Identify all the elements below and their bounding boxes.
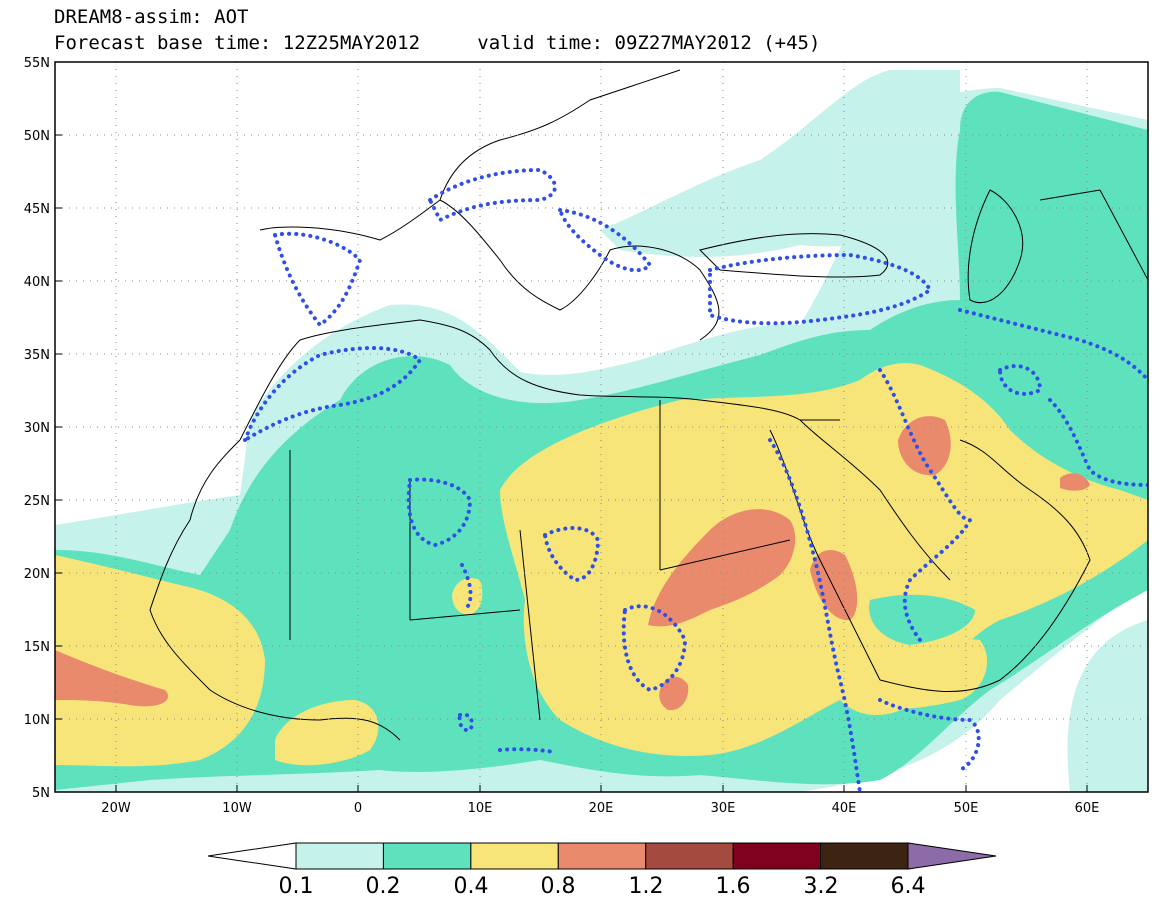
lat-label: 45N — [24, 202, 50, 217]
lon-label: 20E — [589, 801, 614, 816]
lat-label: 40N — [24, 275, 50, 290]
lat-label: 55N — [24, 56, 50, 71]
coastline-north-africa — [239, 319, 801, 441]
lon-label: 30E — [711, 801, 736, 816]
aot-band-0.4-horn — [869, 594, 975, 645]
colorbar-box — [295, 842, 384, 870]
aot-band-0.1-north — [600, 70, 960, 257]
lat-label: 5N — [32, 786, 50, 801]
assim-contour-iberia — [272, 231, 363, 328]
assim-contour-sahel — [457, 712, 557, 754]
colorbar-over-triangle — [907, 842, 997, 870]
assim-contour-turkey — [708, 252, 933, 326]
forecast-base-time: Forecast base time: 12Z25MAY2012 — [54, 32, 421, 54]
aot-field — [55, 70, 1148, 792]
colorbar-under-triangle — [207, 842, 297, 870]
assim-contour-chad — [621, 604, 688, 693]
aot-band-0.8-sudan — [648, 509, 796, 627]
lat-label: 30N — [24, 421, 50, 436]
assim-contour-algeria — [406, 477, 473, 548]
colorbar-label: 0.4 — [454, 874, 489, 899]
lat-label: 20N — [24, 567, 50, 582]
assim-contour-horn — [878, 698, 981, 772]
coastline-black-sea — [699, 233, 889, 278]
colorbar-label: 0.1 — [279, 874, 314, 899]
colorbar-box — [382, 842, 472, 870]
assim-contour-gulf — [1048, 398, 1148, 487]
longitude-labels: 20W 10W 0 10E 20E 30E 40E 50E 60E — [101, 801, 1099, 816]
colorbar-box — [645, 842, 734, 870]
latitude-labels: 55N 50N 45N 40N 35N 30N 25N 20N 15N 10N … — [24, 56, 50, 801]
border-lines — [289, 189, 1148, 721]
lat-label: 25N — [24, 494, 50, 509]
lon-label: 10W — [222, 801, 252, 816]
lat-label: 50N — [24, 129, 50, 144]
aot-band-0.8-west — [55, 650, 169, 707]
assim-contour-nile — [768, 438, 862, 792]
assim-contour-iran — [958, 308, 1148, 396]
lon-label: 0 — [354, 801, 362, 816]
colorbar-label: 0.8 — [541, 874, 576, 899]
aot-band-0.8-gulf — [1060, 473, 1090, 491]
lat-label: 10N — [24, 713, 50, 728]
aot-band-0.4-niger — [452, 578, 483, 615]
forecast-time-line: Forecast base time: 12Z25MAY2012 valid t… — [54, 32, 820, 54]
lon-label: 20W — [101, 801, 131, 816]
assim-contour-niger — [460, 563, 473, 612]
assim-contour-morocco — [241, 346, 423, 445]
assim-contour-balkans — [557, 207, 653, 273]
coastline-west-africa — [149, 439, 401, 741]
aot-band-0.8-iraq — [898, 416, 951, 476]
colorbar-boxes — [295, 842, 909, 870]
aot-band-0.4-sahel — [275, 700, 379, 766]
assim-contour-libya — [542, 526, 601, 583]
lon-label: 40E — [832, 801, 857, 816]
colorbar-label: 6.4 — [891, 874, 926, 899]
colorbar-box — [820, 842, 909, 870]
coastlines — [149, 69, 1148, 741]
forecast-valid-time: valid time: 09Z27MAY2012 (+45) — [477, 32, 821, 54]
lon-label: 50E — [954, 801, 979, 816]
lon-label: 10E — [468, 801, 493, 816]
colorbar-labels: 0.1 0.2 0.4 0.8 1.2 1.6 3.2 6.4 — [279, 874, 926, 899]
lat-label: 15N — [24, 640, 50, 655]
colorbar-label: 3.2 — [804, 874, 839, 899]
coastline-arabia — [879, 439, 1091, 693]
colorbar-label: 0.2 — [366, 874, 401, 899]
assim-contour-arabia — [878, 368, 974, 642]
aot-band-0.4 — [55, 555, 265, 767]
coastline-caspian — [967, 189, 1024, 304]
aot-band-0.8-eritrea — [810, 550, 858, 621]
aot-band-0.8-sudan-south — [659, 676, 689, 711]
tick-marks — [55, 61, 1088, 793]
colorbar: 0.1 0.2 0.4 0.8 1.2 1.6 3.2 6.4 — [207, 842, 997, 899]
graticule — [55, 62, 1148, 792]
colorbar-label: 1.6 — [716, 874, 751, 899]
coastline-red-sea — [769, 419, 951, 681]
coastline-europe — [259, 69, 720, 341]
colorbar-label: 1.2 — [629, 874, 664, 899]
assim-contours — [241, 167, 1148, 792]
colorbar-box — [732, 842, 822, 870]
lat-label: 35N — [24, 348, 50, 363]
assim-contour-alps — [427, 167, 557, 223]
colorbar-box — [557, 842, 647, 870]
map-title: DREAM8-assim: AOT — [54, 6, 249, 28]
colorbar-box — [470, 842, 559, 870]
lon-label: 60E — [1075, 801, 1100, 816]
